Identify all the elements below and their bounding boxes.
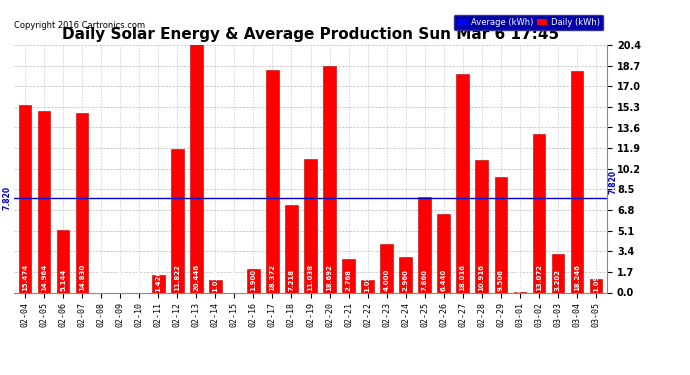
Bar: [152, 275, 164, 292]
Text: 1.090: 1.090: [593, 269, 599, 291]
Text: 20.446: 20.446: [193, 264, 199, 291]
Legend: Average (kWh), Daily (kWh): Average (kWh), Daily (kWh): [454, 15, 603, 30]
Bar: [38, 111, 50, 292]
Text: 2.960: 2.960: [402, 268, 408, 291]
Title: Daily Solar Energy & Average Production Sun Mar 6 17:45: Daily Solar Energy & Average Production …: [62, 27, 559, 42]
Bar: [533, 134, 545, 292]
Text: 2.768: 2.768: [346, 268, 351, 291]
Bar: [380, 244, 393, 292]
Text: 4.000: 4.000: [384, 268, 390, 291]
Bar: [437, 214, 450, 292]
Text: 11.038: 11.038: [308, 264, 313, 291]
Text: 14.964: 14.964: [41, 263, 47, 291]
Text: 1.010: 1.010: [213, 269, 219, 291]
Bar: [266, 70, 279, 292]
Bar: [551, 254, 564, 292]
Bar: [475, 160, 488, 292]
Bar: [362, 280, 374, 292]
Bar: [76, 112, 88, 292]
Bar: [285, 205, 297, 292]
Text: 0.000: 0.000: [98, 269, 104, 291]
Text: 13.072: 13.072: [535, 264, 542, 291]
Bar: [304, 159, 317, 292]
Text: 1.900: 1.900: [250, 268, 257, 291]
Text: 5.144: 5.144: [60, 268, 66, 291]
Bar: [247, 270, 259, 292]
Text: 7.860: 7.860: [422, 268, 428, 291]
Text: 0.000: 0.000: [117, 269, 124, 291]
Bar: [190, 45, 203, 292]
Bar: [571, 71, 583, 292]
Text: 1.426: 1.426: [155, 269, 161, 291]
Text: Copyright 2016 Cartronics.com: Copyright 2016 Cartronics.com: [14, 21, 145, 30]
Bar: [495, 177, 507, 292]
Bar: [324, 66, 336, 292]
Text: 7.820: 7.820: [3, 186, 12, 210]
Text: 14.830: 14.830: [79, 263, 86, 291]
Text: 9.506: 9.506: [497, 268, 504, 291]
Text: 3.202: 3.202: [555, 268, 561, 291]
Bar: [57, 230, 70, 292]
Text: 11.822: 11.822: [175, 264, 180, 291]
Bar: [590, 279, 602, 292]
Text: 1.052: 1.052: [364, 270, 371, 291]
Text: 18.016: 18.016: [460, 264, 466, 291]
Text: 7.218: 7.218: [288, 268, 295, 291]
Text: 0.000: 0.000: [231, 269, 237, 291]
Bar: [342, 259, 355, 292]
Text: 0.004: 0.004: [517, 269, 523, 291]
Bar: [418, 197, 431, 292]
Bar: [400, 256, 412, 292]
Text: 18.692: 18.692: [326, 264, 333, 291]
Bar: [19, 105, 31, 292]
Text: 6.440: 6.440: [441, 268, 446, 291]
Bar: [209, 280, 221, 292]
Text: 15.474: 15.474: [22, 263, 28, 291]
Text: 18.372: 18.372: [270, 264, 275, 291]
Text: 10.916: 10.916: [479, 264, 484, 291]
Text: 7.820: 7.820: [609, 170, 618, 194]
Text: 18.246: 18.246: [574, 264, 580, 291]
Bar: [457, 74, 469, 292]
Bar: [171, 149, 184, 292]
Text: 0.000: 0.000: [137, 269, 142, 291]
